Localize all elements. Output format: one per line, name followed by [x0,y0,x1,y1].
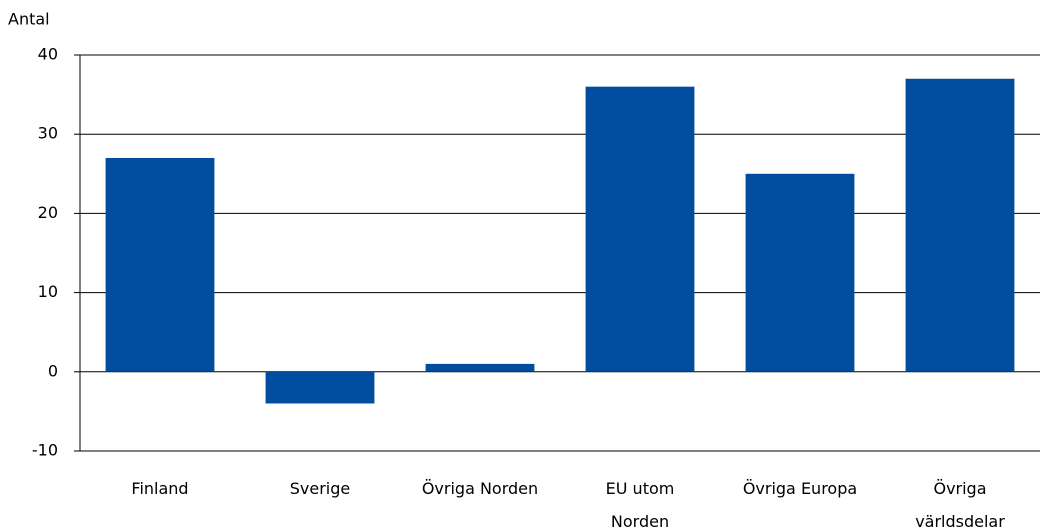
x-tick-label: Övriga Europa [742,479,858,498]
y-tick-label: -10 [32,441,58,460]
x-tick-label: Övriga världsdelar [915,479,1005,529]
y-tick-label: 0 [48,361,58,380]
y-tick-label: 20 [38,203,58,222]
bar [905,78,1015,372]
x-tick-label: Övriga Norden [421,479,539,498]
y-tick-label: 40 [38,45,58,64]
bar [585,86,695,372]
y-tick-label: 30 [38,124,58,143]
bar [265,371,375,404]
y-axis-label: Antal [8,10,50,29]
x-tick-label: Sverige [289,479,351,498]
bar [105,157,215,372]
bar [745,173,855,372]
bar [425,363,535,372]
x-tick-label: EU utom Norden [605,479,675,529]
y-tick-label: 10 [38,282,58,301]
x-tick-label: Finland [131,479,189,498]
